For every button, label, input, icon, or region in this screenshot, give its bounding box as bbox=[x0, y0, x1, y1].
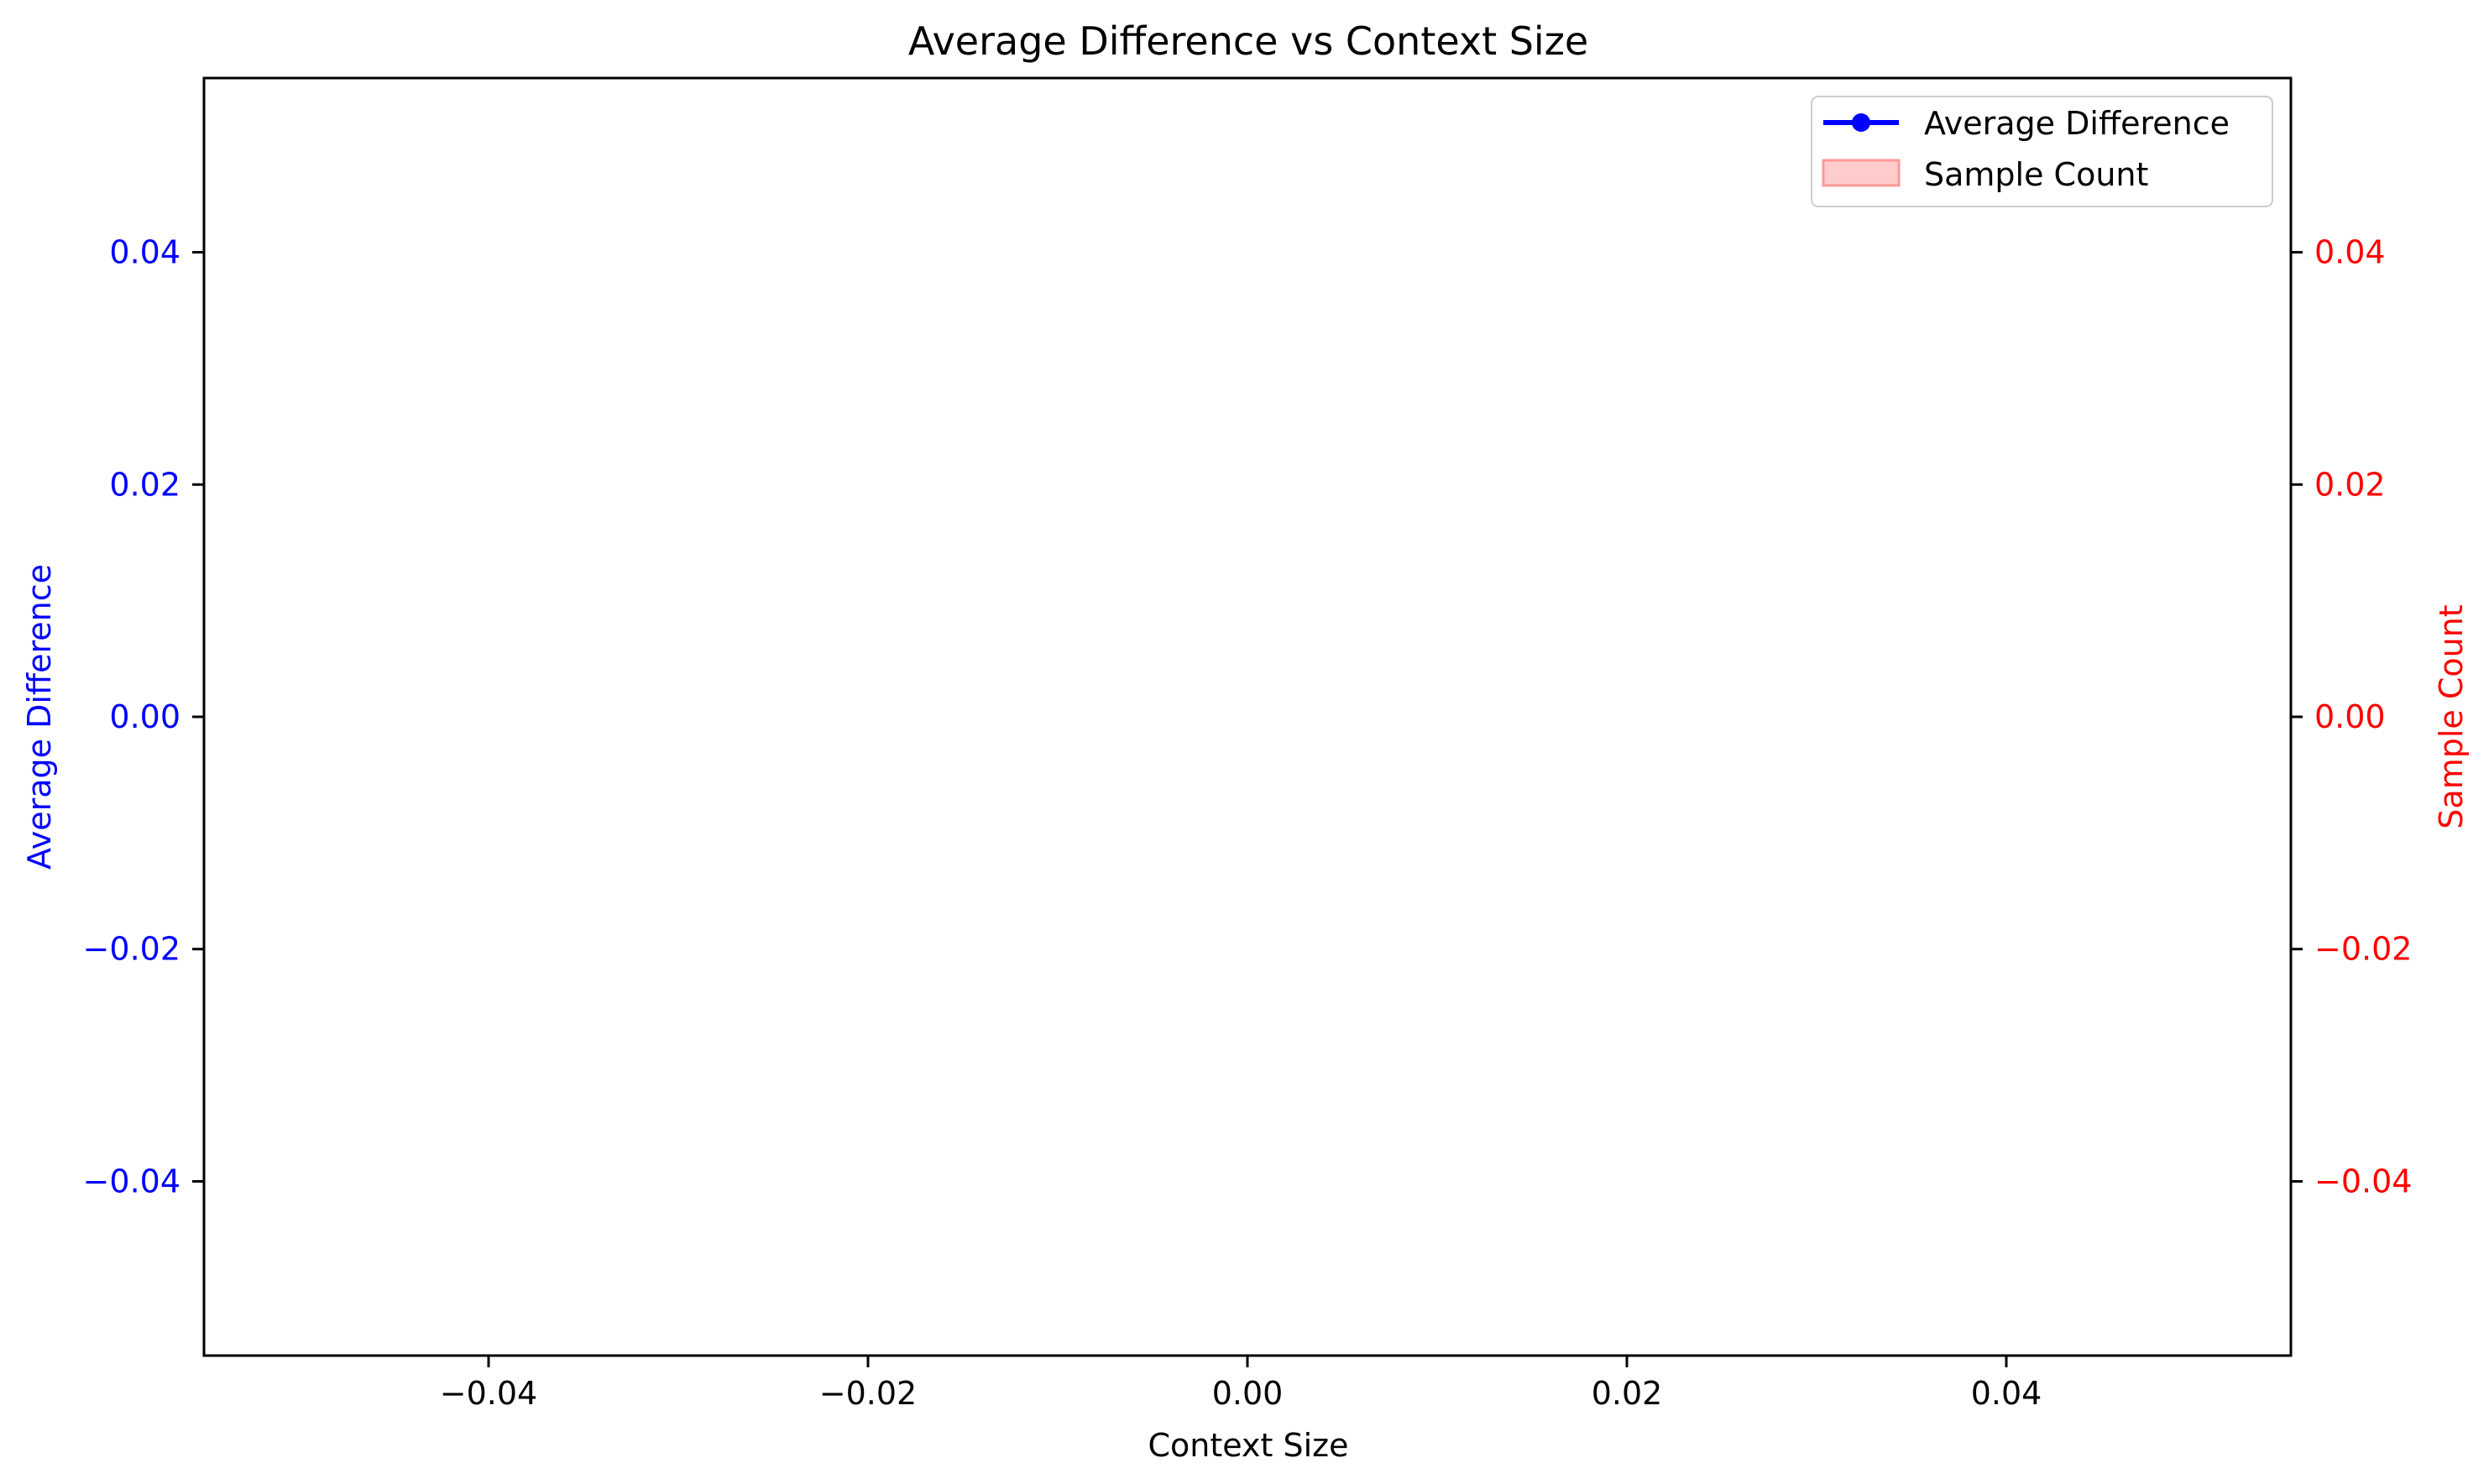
x-tick-label: −0.02 bbox=[819, 1375, 917, 1412]
y2-tick-label: 0.02 bbox=[2314, 466, 2386, 503]
x-tick-label: 0.00 bbox=[1212, 1375, 1284, 1412]
legend-box bbox=[1811, 96, 2273, 207]
legend: Average Difference Sample Count bbox=[1811, 96, 2273, 207]
y2-tick-label: 0.04 bbox=[2314, 234, 2386, 271]
y-tick-label: −0.04 bbox=[83, 1163, 180, 1199]
chart-title: Average Difference vs Context Size bbox=[908, 18, 1588, 64]
y2-tick-label: −0.02 bbox=[2314, 931, 2412, 968]
y-axis-ticks: 0.04 0.02 0.00 −0.02 −0.04 bbox=[83, 234, 204, 1199]
y-tick-label: −0.02 bbox=[83, 931, 180, 968]
x-tick-label: −0.04 bbox=[440, 1375, 537, 1412]
x-axis-ticks: −0.04 −0.02 0.00 0.02 0.04 bbox=[440, 1356, 2042, 1412]
y2-tick-label: −0.04 bbox=[2314, 1163, 2412, 1199]
legend-label-average-difference: Average Difference bbox=[1924, 105, 2230, 142]
legend-patch-swatch bbox=[1822, 159, 1901, 187]
y2-axis-ticks: 0.04 0.02 0.00 −0.02 −0.04 bbox=[2291, 234, 2412, 1199]
y-axis-title: Average Difference bbox=[21, 564, 58, 870]
x-axis-title: Context Size bbox=[1148, 1427, 1349, 1464]
x-tick-label: 0.04 bbox=[1971, 1375, 2042, 1412]
y2-axis-title: Sample Count bbox=[2433, 604, 2470, 828]
legend-label-sample-count: Sample Count bbox=[1924, 156, 2148, 193]
y-tick-label: 0.00 bbox=[109, 698, 180, 735]
y-tick-label: 0.04 bbox=[109, 234, 180, 271]
y2-tick-label: 0.00 bbox=[2314, 698, 2386, 735]
x-tick-label: 0.02 bbox=[1592, 1375, 1663, 1412]
y-tick-label: 0.02 bbox=[109, 466, 180, 503]
legend-marker-swatch bbox=[1852, 113, 1870, 132]
